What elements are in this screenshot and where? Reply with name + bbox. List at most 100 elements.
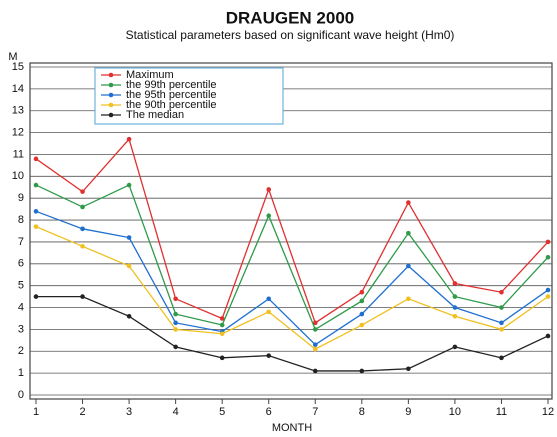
data-point [266,309,272,315]
series-line [35,226,549,350]
data-point [312,320,318,326]
plot-frame [29,62,553,400]
data-point [126,263,132,269]
data-point [173,320,178,326]
x-tick-label: 9 [405,406,411,418]
data-point [359,322,365,328]
x-tick-label: 6 [266,406,272,418]
data-point [219,355,225,361]
data-point [33,156,39,162]
data-point [33,182,39,188]
data-point [173,344,178,350]
y-tick-label: 14 [12,83,24,95]
y-tick-label: 7 [18,236,24,248]
data-point [80,204,85,210]
data-point [126,182,132,188]
data-point [126,313,132,319]
x-tick-label: 2 [79,406,85,418]
data-point [406,230,411,236]
data-point [452,305,458,310]
data-point [80,189,85,194]
data-point [173,311,178,317]
data-point [173,296,178,302]
x-tick-label: 11 [496,406,507,418]
data-point [545,294,551,299]
data-point [80,244,85,249]
x-tick-label: 8 [359,406,365,418]
data-point [266,296,272,302]
x-tick-label: 4 [173,406,179,418]
data-point [452,294,458,299]
y-tick-label: 8 [18,214,24,226]
data-point [545,254,551,260]
x-tick-label: 10 [449,406,461,418]
data-point [312,342,318,348]
y-tick-label: 13 [12,105,24,117]
data-point [33,224,39,229]
data-point [545,287,551,293]
data-point [359,298,365,304]
data-point [406,296,411,302]
legend-label: The median [126,109,184,121]
data-point [33,294,39,299]
data-point [406,263,411,269]
data-point [266,187,272,192]
data-point [499,355,504,361]
x-tick-label: 3 [126,406,132,418]
data-point [80,294,85,299]
data-point [266,353,272,358]
series-line [35,184,549,331]
data-point [312,327,318,332]
data-point [359,311,365,317]
data-point [219,316,225,321]
legend-marker [108,112,114,118]
y-tick-label: 0 [18,389,24,401]
y-tick-label: 9 [18,192,24,204]
x-tick-label: 5 [219,406,225,418]
data-point [545,333,551,339]
data-point [452,344,458,350]
chart-title: DRAUGEN 2000 [226,8,355,27]
y-tick-label: 4 [18,301,24,313]
y-tick-label: 2 [18,345,24,357]
data-point [173,327,178,332]
data-point [359,368,365,374]
y-tick-label: 15 [12,61,24,73]
legend-label: the 95th percentile [126,89,217,101]
data-point [406,200,411,205]
data-point [499,289,504,295]
y-tick-label: 3 [18,323,24,335]
legend-label: Maximum [126,69,174,81]
y-tick-label: 1 [18,367,24,379]
series-line [35,137,549,324]
data-point [499,327,504,332]
data-point [499,320,504,326]
y-tick-label: 11 [13,148,24,160]
legend-marker [108,92,114,98]
legend-marker [108,72,114,78]
y-axis-label: M [8,51,17,63]
series-line [36,295,549,372]
x-tick-label: 7 [312,406,318,418]
data-point [126,235,132,240]
y-tick-label: 12 [12,127,24,139]
data-point [266,213,272,218]
data-point [452,313,458,319]
data-point [33,209,39,214]
data-point [80,226,85,232]
data-point [312,346,318,352]
data-point [545,239,551,245]
data-point [499,305,504,310]
x-axis-label: MONTH [272,422,312,434]
data-point [219,331,225,337]
x-tick-label: 12 [542,406,554,418]
y-tick-label: 5 [18,280,24,292]
data-point [406,366,411,372]
x-tick-label: 1 [33,406,39,418]
data-point [219,322,225,328]
y-tick-label: 10 [12,170,24,182]
data-point [452,281,458,286]
data-point [312,368,318,374]
